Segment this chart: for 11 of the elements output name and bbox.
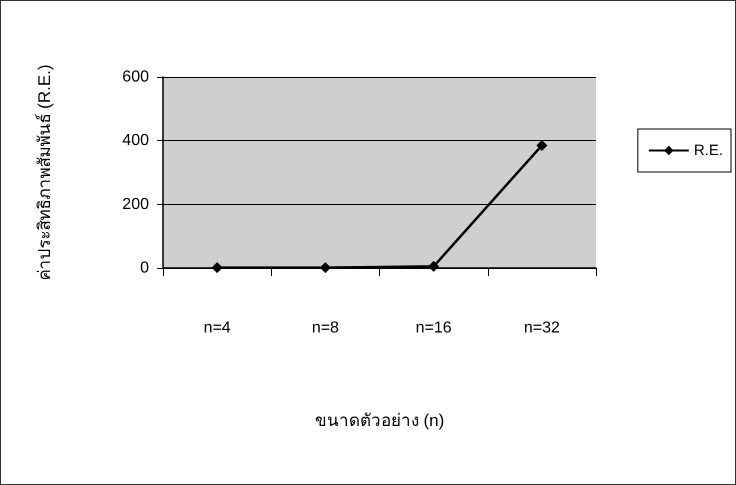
y-axis-title: ค่าประสิทธิภาพสัมพันธ์ (R.E.): [35, 64, 54, 281]
x-axis-title: ขนาดตัวอย่าง (n): [314, 411, 444, 430]
x-tick-label: n=32: [524, 320, 560, 336]
x-tick-label: n=4: [204, 320, 231, 336]
y-tick-label: 0: [140, 260, 150, 276]
y-tick-label: 400: [122, 132, 150, 150]
y-tick-label: 600: [122, 68, 150, 86]
x-tick-label: n=16: [416, 320, 452, 336]
y-tick-label: 200: [122, 196, 150, 213]
x-tick-label: n=8: [312, 320, 340, 336]
legend-label: R.E.: [694, 142, 724, 159]
